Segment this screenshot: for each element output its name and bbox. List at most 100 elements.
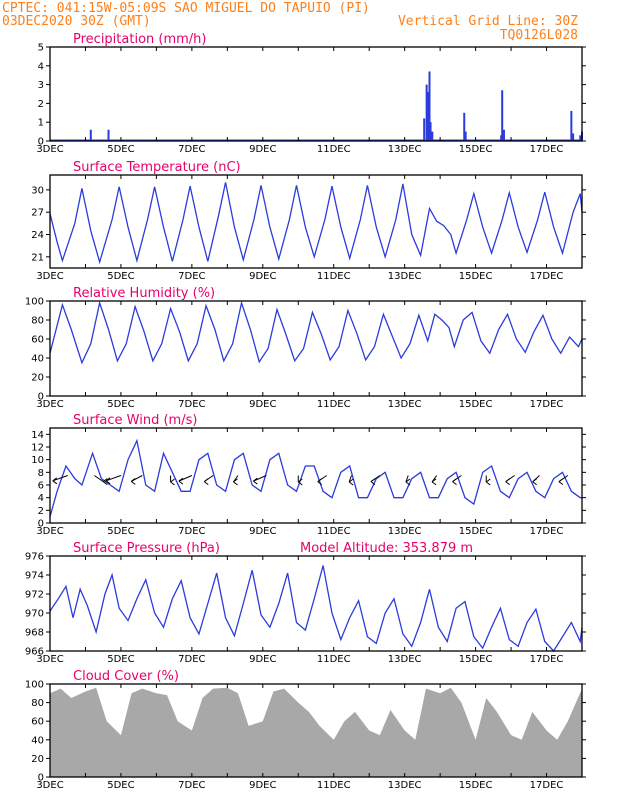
pres-xtick-label: 17DEC (530, 654, 564, 665)
wind-arrow-head (452, 478, 457, 483)
wind-arrow-head (452, 481, 457, 486)
pres-xtick-label: 3DEC (36, 654, 63, 665)
rh-xtick-label: 13DEC (388, 399, 422, 410)
wind-arrow (52, 475, 68, 482)
cloud-xtick-label: 13DEC (388, 780, 422, 791)
temp-panel: Surface Temperature (nC) 21 24 27 30 3DEC 5DEC… (31, 160, 586, 282)
wind-arrow-head (130, 477, 136, 482)
pres-title: Surface Pressure (hPa) (73, 541, 220, 556)
temp-ytick-label: 30 (31, 185, 44, 196)
cloud-xtick-label: 7DEC (178, 780, 205, 791)
wind-arrow-head (348, 478, 354, 483)
wind-arrow-head (253, 477, 258, 482)
precip-bar (425, 84, 428, 141)
temp-xtick-label: 5DEC (107, 271, 134, 282)
pres-ytick-label: 974 (25, 571, 44, 582)
cloud-xtick-label: 5DEC (107, 780, 134, 791)
cloud-ytick-label: 60 (31, 717, 44, 728)
rh-xtick-label: 5DEC (107, 399, 134, 410)
precip-title: Precipitation (mm/h) (73, 32, 206, 47)
temp-line (49, 182, 583, 265)
wind-arrow-head (405, 481, 411, 486)
wind-arrow-head (485, 478, 491, 483)
wind-arrow-head (317, 481, 323, 486)
precip-bar (426, 92, 429, 141)
wind-arrow-head (178, 477, 184, 482)
precip-bar (502, 129, 505, 141)
wind-arrow-head (170, 478, 175, 483)
precip-bar (107, 129, 110, 141)
wind-xtick-label: 5DEC (107, 526, 134, 537)
pres-ytick-label: 966 (25, 647, 44, 658)
header-model: TQ0126L028 (500, 28, 578, 43)
rh-xtick-label: 9DEC (249, 399, 276, 410)
precip-bar (572, 133, 575, 141)
wind-arrow (105, 475, 122, 482)
rh-xtick-label: 15DEC (459, 399, 493, 410)
wind-arrow-head (233, 478, 238, 483)
precip-bar (89, 129, 92, 141)
rh-ytick-label: 40 (31, 354, 44, 365)
temp-title: Surface Temperature (nC) (73, 160, 241, 175)
temp-xtick-label: 15DEC (459, 271, 493, 282)
rh-ytick-label: 80 (31, 316, 44, 327)
wind-arrow-head (130, 480, 136, 485)
cloud-ytick-label: 40 (31, 735, 44, 746)
header-date: 03DEC2020 30Z (GMT) (2, 14, 151, 29)
precip-ytick-label: 5 (38, 43, 44, 54)
pres-xtick-label: 9DEC (249, 654, 276, 665)
wind-arrow (178, 475, 193, 482)
cloud-ytick-label: 100 (25, 680, 44, 691)
wind-arrow-head (105, 480, 111, 485)
wind-arrow-head (558, 478, 564, 483)
wind-arrow (94, 475, 104, 483)
wind-ytick-label: 14 (31, 430, 44, 441)
wind-arrow-head (431, 478, 437, 483)
wind-arrow-head (52, 477, 58, 482)
wind-arrow-head (233, 481, 238, 486)
rh-xtick-label: 11DEC (317, 399, 351, 410)
cloud-panel: Cloud Cover (%) 0 20 40 60 80 100 3DEC 5DEC 7DEC 9… (25, 669, 586, 791)
cloud-title: Cloud Cover (%) (73, 669, 179, 684)
cloud-xtick-label: 9DEC (249, 780, 276, 791)
wind-arrow-head (253, 480, 258, 485)
cloud-xtick-label: 11DEC (317, 780, 351, 791)
rh-panel: Relative Humidity (%) 0 20 40 60 80 100 3DEC 5DE… (25, 286, 586, 410)
rh-xtick-label: 3DEC (36, 399, 63, 410)
wind-ytick-label: 10 (31, 455, 44, 466)
wind-arrow-head (317, 478, 323, 483)
wind-frame (49, 427, 583, 524)
pres-xtick-label: 5DEC (107, 654, 134, 665)
pres-annotation: Model Altitude: 353.879 m (300, 541, 473, 556)
temp-xtick-label: 7DEC (178, 271, 205, 282)
precip-xtick-label: 9DEC (249, 144, 276, 155)
wind-arrow-head (52, 480, 58, 485)
temp-ytick-label: 24 (31, 230, 44, 241)
precip-bar (429, 122, 432, 141)
pres-frame (49, 555, 583, 652)
precip-bar (501, 90, 504, 141)
rh-frame (49, 300, 583, 397)
rh-line (49, 300, 583, 365)
precip-frame (49, 46, 583, 142)
precip-ytick-label: 4 (38, 61, 44, 72)
precip-bar (428, 71, 431, 141)
pres-panel: Surface Pressure (hPa) Model Altitude: 35… (25, 541, 586, 665)
wind-xtick-label: 17DEC (530, 526, 564, 537)
wind-xtick-label: 9DEC (249, 526, 276, 537)
pres-ytick-label: 970 (25, 609, 44, 620)
pres-ytick-label: 968 (25, 628, 44, 639)
wind-arrow (348, 475, 352, 483)
wind-xtick-label: 11DEC (317, 526, 351, 537)
precip-xtick-label: 3DEC (36, 144, 63, 155)
cloud-area (50, 687, 582, 777)
rh-title: Relative Humidity (%) (73, 286, 215, 301)
header-grid-line: Vertical Grid Line: 30Z (398, 14, 578, 29)
wind-arrow-head (105, 477, 111, 482)
temp-xtick-label: 17DEC (530, 271, 564, 282)
wind-line (49, 438, 582, 517)
temp-xtick-label: 11DEC (317, 271, 351, 282)
